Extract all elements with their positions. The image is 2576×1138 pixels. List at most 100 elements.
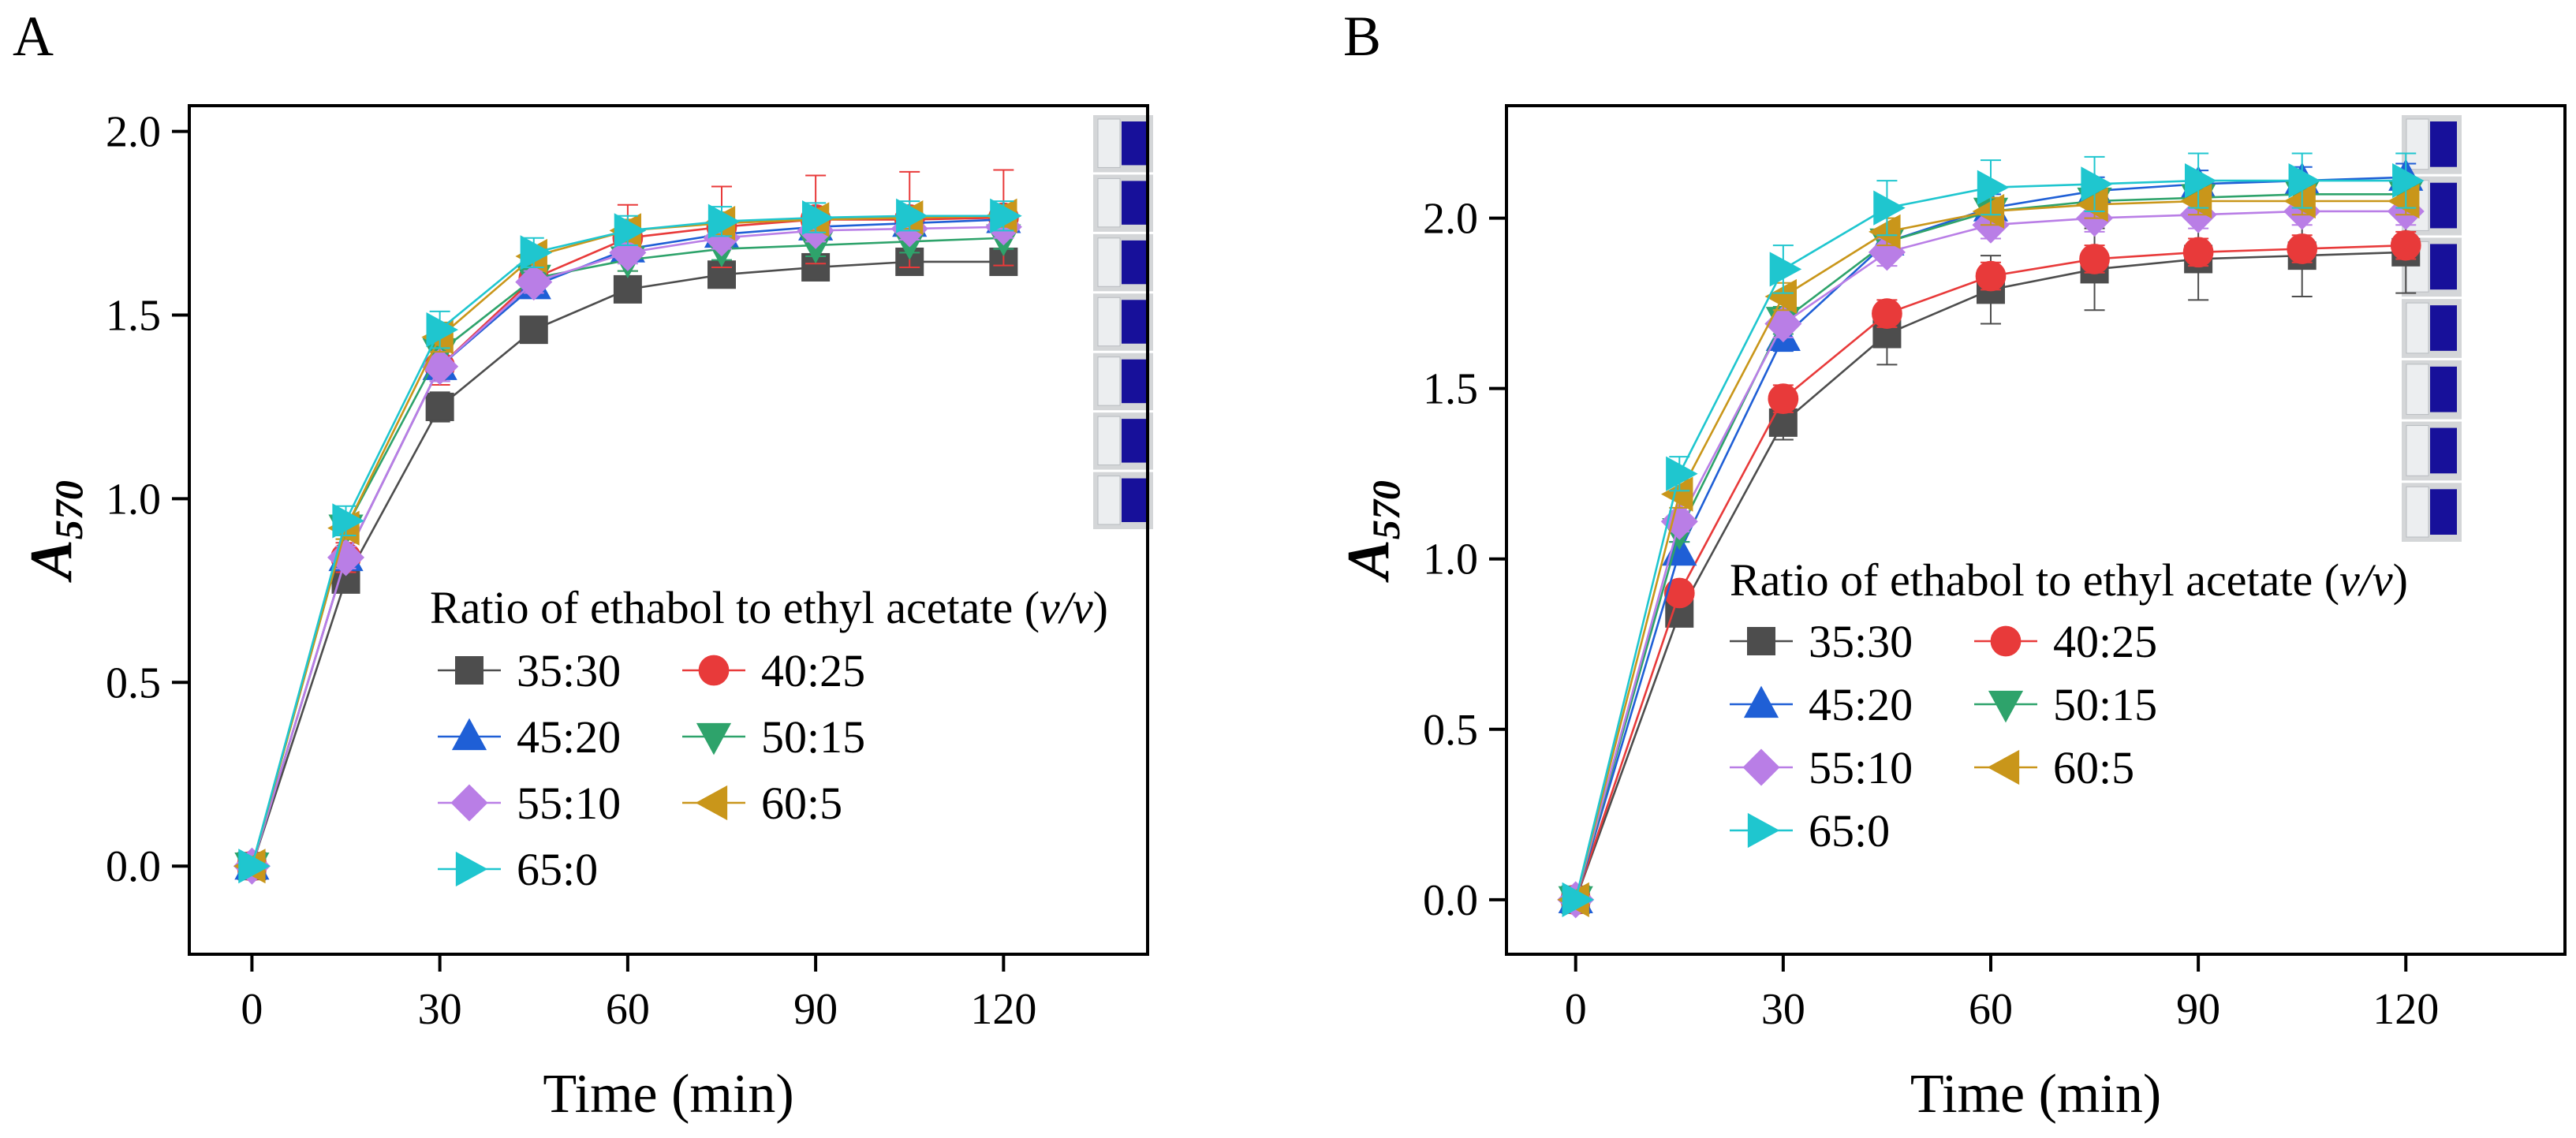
vial-blue-liquid [1122, 478, 1148, 522]
vial-blue-liquid [1122, 240, 1148, 285]
x-tick-label: 30 [418, 985, 462, 1034]
legend-item-45-20: 45:20 [438, 711, 621, 763]
data-point [2283, 183, 2316, 219]
y-tick-label: 0.0 [106, 842, 161, 891]
chart-panel-b: B 0 30 60 90 120 0.0 0.5 1.0 1.5 2.0 Time (min) A570… [1335, 5, 2567, 1125]
series-line [251, 260, 1004, 867]
vial-blue-liquid [2430, 121, 2457, 167]
vial-cap [1097, 356, 1121, 406]
vial-cap [1097, 118, 1121, 168]
vial-cap [1097, 416, 1121, 466]
legend-item-35-30: 35:30 [438, 645, 621, 696]
data-point [613, 274, 642, 304]
legend-label: 40:25 [2053, 616, 2157, 667]
legend: Ratio of ethabol to ethyl acetate (v/v) 3… [1730, 554, 2408, 856]
data-point [2392, 162, 2425, 199]
series-line [251, 218, 1004, 867]
data-point [2387, 183, 2420, 219]
panel-label: A [13, 5, 54, 68]
legend-label: 35:30 [1809, 616, 1913, 667]
data-point [1977, 170, 2010, 205]
data-point [520, 235, 553, 271]
legend-item-45-20: 45:20 [1730, 679, 1913, 730]
vial-blue-liquid [2430, 427, 2457, 474]
plot-frame [1505, 104, 2567, 956]
data-point [707, 203, 741, 239]
vials-inset-photo [1093, 115, 1153, 529]
legend-item-50-15: 50:15 [682, 711, 865, 763]
legend-title: Ratio of ethabol to ethyl acetate (v/v) [430, 582, 1108, 633]
x-tick-label: 0 [241, 985, 263, 1034]
legend-marker [1747, 812, 1780, 849]
data-point [1768, 383, 1799, 414]
data-point [2076, 187, 2108, 222]
vial-blue-liquid [1122, 181, 1148, 225]
data-point [1872, 298, 1902, 329]
legend-item-60-5: 60:5 [1974, 742, 2134, 793]
legend-label: 55:10 [1809, 742, 1913, 793]
vial-cap [2406, 486, 2429, 538]
legend-label: 40:25 [761, 645, 865, 696]
legend-item-55-10: 55:10 [1730, 742, 1913, 793]
series-line [251, 237, 1004, 867]
data-point [2184, 162, 2217, 199]
data-point [2182, 237, 2214, 268]
y-tick-label: 0.5 [1423, 706, 1478, 755]
x-tick-label: 120 [970, 985, 1036, 1034]
vial-cap [1097, 297, 1121, 347]
legend-marker [1743, 685, 1779, 718]
panel-label: B [1343, 5, 1381, 68]
data-point [2081, 166, 2113, 202]
data-point [1972, 193, 2005, 229]
data-point [515, 263, 553, 301]
data-point [614, 213, 647, 248]
legend-title: Ratio of ethabol to ethyl acetate (v/v) [1730, 554, 2408, 606]
legend-marker [1988, 690, 2024, 723]
y-tick-label: 2.0 [1423, 195, 1478, 244]
vial-cap [2406, 364, 2429, 416]
vial-blue-liquid [1122, 419, 1148, 463]
vial-cap [1097, 177, 1121, 228]
legend-marker [1747, 627, 1775, 655]
legend-label: 45:20 [1809, 679, 1913, 730]
vial-blue-liquid [2430, 366, 2457, 412]
y-tick-label: 0.0 [1423, 876, 1478, 925]
series-55-10 [233, 208, 1022, 885]
y-axis-title-sub: 570 [1364, 480, 1408, 539]
data-point [426, 312, 458, 348]
vial-blue-liquid [1122, 300, 1148, 344]
data-point [238, 849, 271, 884]
data-point [2079, 244, 2110, 274]
vial-blue-liquid [1122, 121, 1148, 166]
x-tick-label: 60 [606, 985, 650, 1034]
x-tick-label: 90 [2176, 985, 2220, 1034]
data-point [2179, 183, 2212, 219]
x-axis-title: Time (min) [543, 1064, 793, 1125]
x-axis-title: Time (min) [1910, 1064, 2161, 1125]
y-tick-label: 1.5 [106, 292, 161, 341]
y-tick-label: 1.0 [106, 475, 161, 524]
legend-item-65-0: 65:0 [438, 844, 598, 895]
legend: Ratio of ethabol to ethyl acetate (v/v) 3… [430, 582, 1108, 895]
data-point [801, 200, 834, 236]
x-tick-label: 60 [1969, 985, 2013, 1034]
x-tick-label: 0 [1565, 985, 1587, 1034]
vial-blue-liquid [2430, 489, 2457, 535]
series-65-0 [1562, 152, 2425, 917]
legend-item-55-10: 55:10 [438, 778, 621, 829]
y-tick-label: 2.0 [106, 108, 161, 157]
vial-cap [2406, 425, 2429, 476]
data-point [1873, 190, 1906, 226]
y-tick-label: 1.0 [1423, 535, 1478, 584]
y-axis-title-main: A [18, 539, 84, 583]
data-point [2288, 162, 2321, 199]
legend-marker [451, 718, 487, 751]
legend-marker [1990, 625, 2022, 657]
data-point [1764, 278, 1797, 315]
data-point [1975, 260, 2007, 292]
legend-label: 60:5 [2053, 742, 2134, 793]
legend-label: 45:20 [517, 711, 621, 763]
legend-item-65-0: 65:0 [1730, 805, 1890, 856]
